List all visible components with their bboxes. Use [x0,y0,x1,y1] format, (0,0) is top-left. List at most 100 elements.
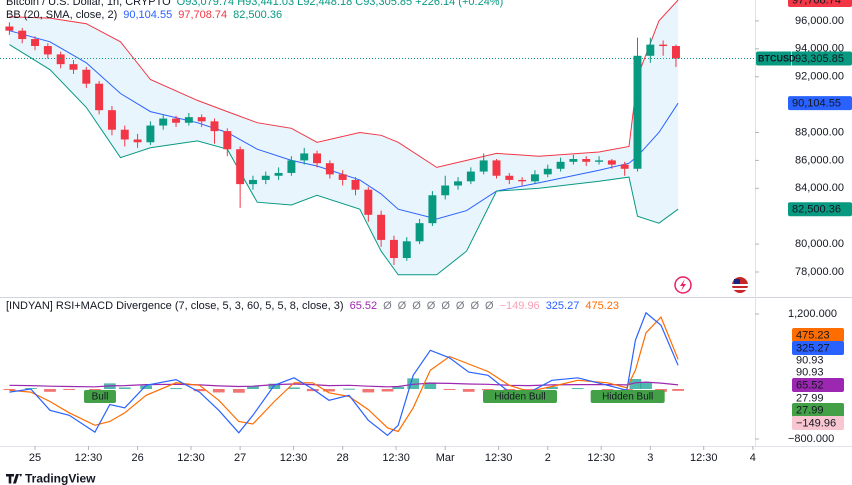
candle-body [69,64,78,70]
signal-label-box [482,390,557,403]
candle [659,40,668,56]
candle [338,170,347,186]
candle [133,133,142,148]
candle-body [620,164,629,169]
bb-legend-value: 97,708.74 [178,9,227,21]
candle-body [223,131,232,150]
bb-tag-label: 82,500.36 [792,204,841,216]
candle [197,114,206,127]
candle-body [466,171,475,182]
price-tag-box [792,328,844,342]
candle [671,44,680,67]
signal-label: Hidden Bull [494,392,545,403]
x-tick-label: 12:30 [690,452,718,464]
histogram-bar [522,389,535,390]
histogram-bar [443,389,456,390]
histogram-bar [170,388,182,390]
x-tick-label: 2 [545,452,551,464]
candle [31,36,40,51]
indicator-line [9,311,679,437]
alert-icon[interactable] [674,276,692,294]
indicator-legend-value: Ø [412,300,421,312]
candle-body [402,241,411,259]
candle [287,156,296,176]
signal-label: Bull [92,392,109,403]
candle-body [479,160,488,172]
candle-body [325,163,334,175]
candle [120,125,129,147]
x-tick-label: 12:30 [587,452,615,464]
candle-body [659,44,668,47]
histogram-bar [63,389,76,390]
candle-body [569,159,578,162]
histogram-bar [232,389,245,393]
candle-body [95,83,104,111]
x-tick-label: Mar [436,452,455,464]
histogram-bar [672,389,684,391]
bb-tag-box [788,202,852,217]
x-tick-label: 12:30 [177,452,205,464]
x-tick-label: 28 [337,452,349,464]
flag-canton[interactable] [734,279,740,284]
indicator-legend-value: Ø [485,300,494,312]
y-tick-label: 1,200.000 [788,308,837,320]
candle-body [492,160,501,176]
candle [479,153,488,175]
x-tick-label: 27 [234,452,246,464]
candle-body [300,153,309,161]
alert-bolt[interactable] [680,279,686,291]
bb-tag-box [788,96,852,111]
histogram-bar [212,389,225,393]
y-tick-label: 88,000.00 [795,126,844,138]
candle-body [210,121,219,132]
bb-tag-label: 90,104.55 [792,98,841,110]
signal-label-box [590,390,665,403]
x-tick-label: 4 [750,452,756,464]
histogram-bar [571,388,584,390]
brand-name[interactable]: TradingView [25,472,96,485]
signal-label: Hidden Bull [602,392,653,403]
flag-stripe[interactable] [732,288,748,290]
candle-body [338,174,347,180]
flag-icon[interactable] [732,277,748,293]
histogram-bar [462,389,475,392]
candle [69,59,78,74]
histogram-bar [193,389,206,392]
price-tag-box [792,403,844,417]
candle-body [133,139,142,143]
flag-stripe[interactable] [732,284,748,286]
histogram-bar [424,382,437,389]
bb-basis-line [9,30,679,220]
candle-body [248,179,257,185]
x-tick-label: 12:30 [280,452,308,464]
bb-legend-name: BB (20, SMA, close, 2) [6,9,117,21]
candle [607,159,616,169]
histogram-bar [601,389,614,390]
histogram-bar [118,387,131,389]
candle [569,154,578,165]
candle [274,167,283,180]
histogram-bar [362,389,375,393]
candle [441,175,450,200]
bb-band-fill [9,0,679,275]
candle [402,237,411,261]
candle [248,175,257,190]
candle-body [146,125,155,143]
candle [428,191,437,226]
candle-body [364,189,373,215]
bb-tag-box [788,0,852,7]
candle-body [646,44,655,56]
candle-body [556,161,565,169]
indicator-name: [INDYAN] RSI+MACD Divergence (7, close, … [6,300,344,312]
indicator-legend-value: 65.52 [350,300,378,312]
logo-mark[interactable] [6,474,22,484]
brand-logo[interactable]: TradingView [6,472,96,485]
bb-upper-line [9,0,679,168]
y-tick-label: 78,000.00 [795,266,844,278]
candle [236,146,245,208]
bb-legend-value: 82,500.36 [233,9,282,21]
price-tag-label: 325.27 [796,342,830,354]
symbol-tag-label: BTCUSD [758,53,796,63]
indicator-legend-value: 325.27 [546,300,580,312]
